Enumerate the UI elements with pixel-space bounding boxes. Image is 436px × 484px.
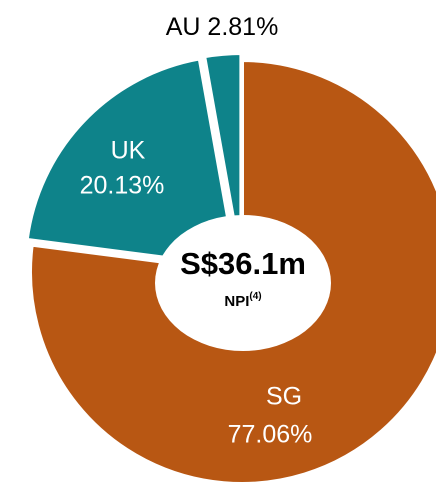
slice-value-label: 2.81% [207,13,278,41]
center-label-text: NPI [224,293,249,310]
center-label: NPI(4) [224,291,261,310]
slice [201,51,244,266]
slice-value-label: 20.13% [80,172,165,200]
slice-label-group: AU 2.81% [166,13,279,41]
slice-value-label: 77.06% [228,421,313,449]
center-note: (4) [249,291,261,302]
slice-label: UK [111,137,146,165]
slice-label: AU [166,13,201,41]
donut-hole [155,215,331,351]
slice [24,56,240,270]
labels: SG 77.06% UK 20.13% AU 2.81% [80,13,313,449]
center-title: S$36.1m [180,246,306,281]
slice-label: SG [266,383,302,411]
